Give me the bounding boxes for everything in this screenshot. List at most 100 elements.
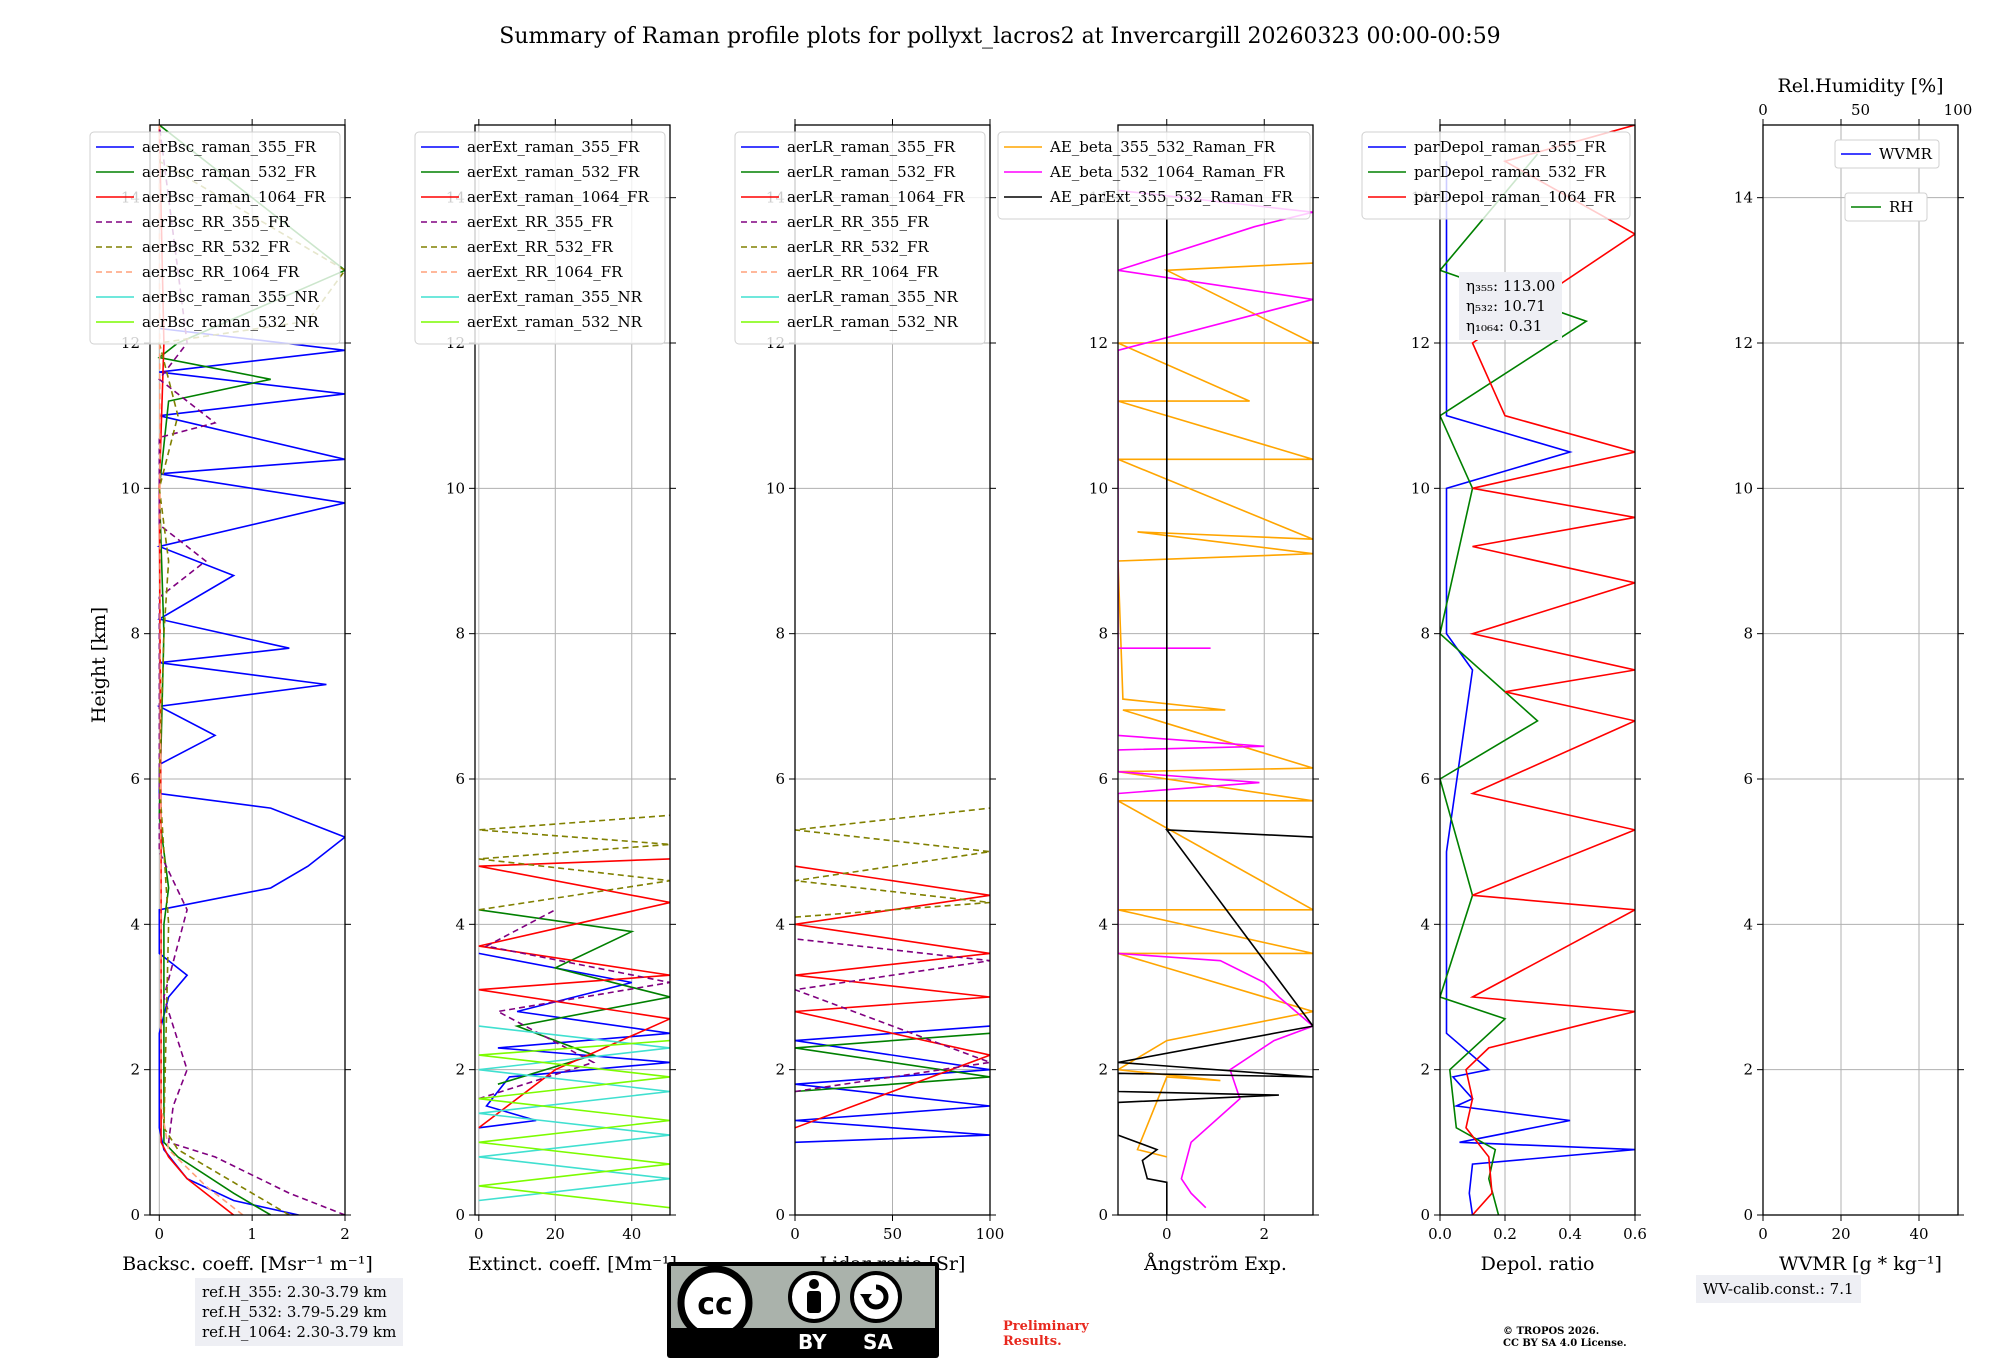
- legend-box: [414, 131, 666, 345]
- series-line-aerLR_raman_1064_FR: [795, 865, 990, 1129]
- series-line-aerExt_raman_532_NR: [478, 1039, 670, 1209]
- top-tick-label: 50: [1851, 101, 1870, 119]
- y-tick-label: 10: [446, 479, 465, 497]
- plot-frame: [1439, 124, 1636, 1216]
- series-line-aerExt_RR_532_FR: [478, 814, 670, 911]
- legend-entry: parDepol_raman_1064_FR: [1414, 188, 1616, 206]
- y-tick-label: 6: [775, 770, 785, 788]
- panel-lidar_ratio: 05010002468101214Lidar ratio [Sr]aerLR_r…: [734, 119, 1004, 1275]
- refh-532: ref.H_532: 3.79-5.29 km: [202, 1303, 387, 1321]
- legend-box: [1361, 131, 1631, 220]
- cc-sa-label: SA: [863, 1330, 893, 1354]
- legend-entry: aerLR_RR_532_FR: [787, 238, 929, 256]
- x-axis-label: Ångström Exp.: [1143, 1253, 1287, 1275]
- legend-box: [1844, 192, 1928, 222]
- y-axis-label: Height [km]: [88, 607, 110, 723]
- x-axis-label: WVMR [g * kg⁻¹]: [1779, 1253, 1942, 1275]
- eta-355: η₃₅₅: 113.00: [1466, 277, 1556, 295]
- series-line-aerLR_raman_532_FR: [795, 1032, 990, 1093]
- y-tick-label: 6: [455, 770, 465, 788]
- x-tick-label: 2: [1259, 1225, 1269, 1243]
- legend-entry: RH: [1889, 198, 1913, 216]
- y-tick-label: 8: [1098, 625, 1108, 643]
- copyright-note: © TROPOS 2026. CC BY SA 4.0 License.: [1503, 1326, 1627, 1350]
- legend-entry: aerExt_raman_1064_FR: [467, 188, 649, 206]
- preliminary-note: Preliminary Results.: [1003, 1319, 1089, 1349]
- wv-calib-box: WV-calib.const.: 7.1: [1696, 1275, 1861, 1303]
- reference-height-box: ref.H_355: 2.30-3.79 km ref.H_532: 3.79-…: [195, 1278, 404, 1346]
- y-tick-label: 4: [775, 915, 785, 933]
- top-tick-label: 0: [1758, 101, 1768, 119]
- copyright-line-1: © TROPOS 2026.: [1503, 1326, 1600, 1337]
- x-axis-label: Depol. ratio: [1481, 1253, 1595, 1275]
- y-tick-label: 4: [1098, 915, 1108, 933]
- x-tick-label: 0: [474, 1225, 484, 1243]
- x-tick-label: 0.6: [1623, 1225, 1647, 1243]
- y-tick-label: 8: [1420, 625, 1430, 643]
- preliminary-line-2: Results.: [1003, 1334, 1062, 1349]
- panel-backscatter: 01202468101214Backsc. coeff. [Msr⁻¹ m⁻¹]…: [89, 119, 373, 1275]
- eta-box: η₃₅₅: 113.00 η₅₃₂: 10.71 η₁₀₆₄: 0.31: [1459, 272, 1563, 340]
- x-tick-label: 0: [1162, 1225, 1172, 1243]
- legend-entry: aerBsc_raman_1064_FR: [142, 188, 326, 206]
- series-group: [1118, 189, 1313, 1215]
- legend-entry: aerBsc_RR_532_FR: [142, 238, 290, 256]
- legend-entry: aerBsc_raman_355_FR: [142, 138, 317, 156]
- series-line-AE_beta_532_1064_Raman_FR: [1118, 189, 1313, 1209]
- y-tick-label: 4: [455, 915, 465, 933]
- by-person-body: [807, 1291, 821, 1313]
- x-tick-label: 40: [622, 1225, 641, 1243]
- cc-badge-bottom: BY SA: [671, 1330, 935, 1354]
- x-tick-label: 0.2: [1493, 1225, 1517, 1243]
- series-line-AE_parExt_355_532_Raman_FR: [1118, 197, 1313, 1215]
- y-tick-label: 8: [130, 625, 140, 643]
- legend-entry: aerExt_raman_532_NR: [467, 313, 643, 331]
- by-person-head: [809, 1279, 819, 1289]
- legend-entry: aerBsc_raman_532_FR: [142, 163, 317, 181]
- series-line-aerLR_RR_532_FR: [795, 807, 990, 918]
- x-tick-label: 50: [883, 1225, 902, 1243]
- y-tick-label: 0: [1420, 1206, 1430, 1224]
- x-tick-label: 20: [546, 1225, 565, 1243]
- legend-entry: aerBsc_RR_355_FR: [142, 213, 290, 231]
- y-tick-label: 10: [1734, 479, 1753, 497]
- top-axis-label: Rel.Humidity [%]: [1777, 75, 1943, 97]
- eta-1064: η₁₀₆₄: 0.31: [1466, 317, 1543, 335]
- legend-entry: aerExt_raman_355_FR: [467, 138, 640, 156]
- x-axis-label: Backsc. coeff. [Msr⁻¹ m⁻¹]: [122, 1253, 373, 1275]
- panel-depolarization: 0.00.20.40.602468101214Depol. ratioparDe…: [1361, 119, 1647, 1275]
- y-tick-label: 2: [130, 1061, 140, 1079]
- x-axis-label: Extinct. coeff. [Mm⁻¹]: [468, 1253, 677, 1275]
- plot-frame: [474, 124, 671, 1216]
- plot-frame: [1117, 124, 1314, 1216]
- legend-entry: aerLR_RR_1064_FR: [787, 263, 939, 281]
- series-line-aerExt_RR_355_FR: [478, 909, 670, 1100]
- y-tick-label: 2: [1743, 1061, 1753, 1079]
- x-tick-label: 1: [247, 1225, 257, 1243]
- y-tick-label: 0: [775, 1206, 785, 1224]
- series-group: [478, 814, 670, 1209]
- sa-icon: [850, 1271, 902, 1323]
- plot-frame: [149, 124, 346, 1216]
- preliminary-line-1: Preliminary: [1003, 1319, 1089, 1334]
- legend-entry: aerLR_raman_1064_FR: [787, 188, 965, 206]
- series-line-aerBsc_raman_532_FR: [157, 125, 345, 1215]
- legend-entry: aerExt_raman_532_FR: [467, 163, 640, 181]
- x-tick-label: 0: [1758, 1225, 1768, 1243]
- y-tick-label: 10: [1411, 479, 1430, 497]
- legend-entry: AE_beta_355_532_Raman_FR: [1049, 138, 1276, 156]
- y-tick-label: 10: [121, 479, 140, 497]
- panel-wvmr: 0 20 40 0 2 4 6 8 10 12 14 WVMR [g * kg⁻¹] 0 50 100Rel…: [1734, 75, 1972, 1275]
- y-tick-label: 4: [130, 915, 140, 933]
- panel-extinction: 0204002468101214Extinct. coeff. [Mm⁻¹]ae…: [414, 119, 677, 1275]
- y-tick-label: 0: [455, 1206, 465, 1224]
- x-tick-label: 2: [340, 1225, 350, 1243]
- legend-entry: aerBsc_RR_1064_FR: [142, 263, 300, 281]
- y-tick-label: 10: [766, 479, 785, 497]
- y-tick-label: 12: [1411, 334, 1430, 352]
- y-tick-label: 6: [1420, 770, 1430, 788]
- legend-entry: aerExt_RR_355_FR: [467, 213, 614, 231]
- y-tick-label: 0: [1098, 1206, 1108, 1224]
- y-tick-label: 4: [1420, 915, 1430, 933]
